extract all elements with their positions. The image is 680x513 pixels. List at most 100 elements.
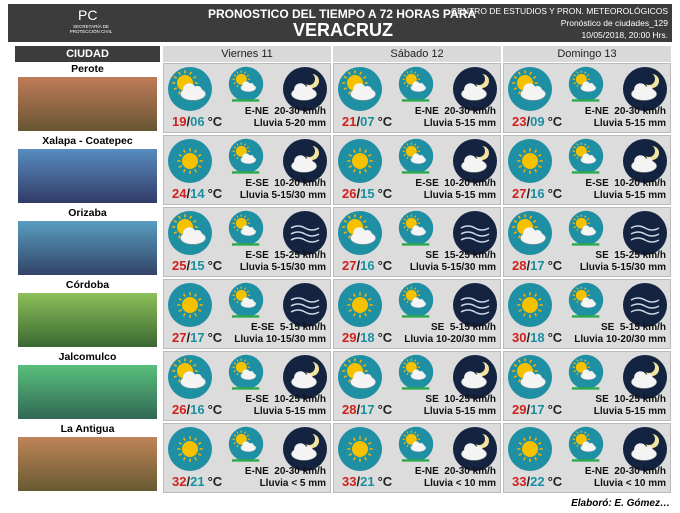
- night-icon: [453, 211, 497, 255]
- rain: Lluvia 5-15 mm: [423, 190, 496, 201]
- night-icon: [453, 139, 497, 183]
- wind-icon: [228, 66, 264, 102]
- wind: E-NE 20-30 km/h: [414, 466, 496, 477]
- city-cell: Córdoba: [15, 279, 160, 348]
- temp-unit: °C: [547, 114, 563, 129]
- temp-sep: /: [186, 402, 191, 417]
- city-cell: Xalapa - Coatepec: [15, 135, 160, 204]
- city-name: Perote: [15, 63, 160, 76]
- rain: Lluvia 5-15 mm: [593, 190, 666, 201]
- temp-sep: /: [186, 258, 191, 273]
- temp-sep: /: [356, 330, 361, 345]
- wind-icon: [398, 426, 434, 462]
- night-icon: [283, 67, 327, 111]
- temp-min: 22: [530, 474, 545, 489]
- sky-icon: [508, 67, 552, 111]
- sky-icon: [168, 283, 212, 327]
- temp-sep: /: [526, 186, 531, 201]
- temp-unit: °C: [377, 258, 393, 273]
- wind: E-NE 20-30 km/h: [414, 106, 496, 117]
- night-icon: [623, 355, 667, 399]
- sky-icon: [508, 427, 552, 471]
- wind: E-SE 10-20 km/h: [585, 178, 666, 189]
- city-cell: La Antigua: [15, 423, 160, 492]
- temperature: 32/21 °C: [172, 474, 222, 489]
- column-header: Domingo 13: [503, 46, 671, 62]
- temp-unit: °C: [207, 330, 223, 345]
- sky-icon: [338, 67, 382, 111]
- temp-min: 15: [360, 186, 375, 201]
- temp-sep: /: [526, 330, 531, 345]
- day-cell: 24/14 °C E-SE 10-20 km/h Lluvia 5-15/30 mm: [163, 135, 331, 205]
- wind: SE 10-25 km/h: [425, 394, 496, 405]
- wind: E-NE 20-30 km/h: [584, 106, 666, 117]
- rain: Lluvia 5-15/30 mm: [579, 262, 666, 273]
- wind: E-NE 20-30 km/h: [584, 466, 666, 477]
- night-icon: [623, 211, 667, 255]
- logo-sub: SECRETARÍA DE PROTECCIÓN CIVIL: [69, 24, 113, 34]
- wind-icon: [398, 66, 434, 102]
- day-cell: 27/16 °C E-SE 10-20 km/h Lluvia 5-15 mm: [503, 135, 671, 205]
- header: PC SECRETARÍA DE PROTECCIÓN CIVIL PRONOS…: [8, 4, 672, 42]
- temp-min: 17: [360, 402, 375, 417]
- rain: Lluvia 5-15 mm: [593, 406, 666, 417]
- night-icon: [453, 427, 497, 471]
- temperature: 24/14 °C: [172, 186, 222, 201]
- temperature: 27/17 °C: [172, 330, 222, 345]
- temp-unit: °C: [377, 186, 393, 201]
- city-cell: Perote: [15, 63, 160, 132]
- temp-min: 16: [190, 402, 205, 417]
- night-icon: [623, 67, 667, 111]
- temp-min: 16: [360, 258, 375, 273]
- wind: SE 5-15 km/h: [430, 322, 496, 333]
- rain: Lluvia < 10 mm: [594, 478, 666, 489]
- wind: E-SE 15-25 km/h: [245, 250, 326, 261]
- day-cell: 32/21 °C E-NE 20-30 km/h Lluvia < 5 mm: [163, 423, 331, 493]
- sky-icon: [508, 283, 552, 327]
- wind: E-NE 20-30 km/h: [244, 106, 326, 117]
- logo: PC: [78, 7, 98, 23]
- temp-min: 15: [190, 258, 205, 273]
- day-cell: 23/09 °C E-NE 20-30 km/h Lluvia 5-15 mm: [503, 63, 671, 133]
- wind-icon: [228, 138, 264, 174]
- temp-max: 26: [172, 402, 187, 417]
- temp-max: 33: [342, 474, 357, 489]
- wind: SE 10-25 km/h: [595, 394, 666, 405]
- rain: Lluvia 10-20/30 mm: [404, 334, 496, 345]
- temp-sep: /: [186, 186, 191, 201]
- temp-unit: °C: [547, 258, 563, 273]
- temp-min: 09: [530, 114, 545, 129]
- temp-unit: °C: [207, 474, 223, 489]
- city-photo: [18, 149, 157, 203]
- temp-max: 27: [172, 330, 187, 345]
- temp-max: 25: [172, 258, 187, 273]
- city-photo: [18, 365, 157, 419]
- rain: Lluvia 10-15/30 mm: [234, 334, 326, 345]
- sky-icon: [508, 139, 552, 183]
- day-cell: 33/22 °C E-NE 20-30 km/h Lluvia < 10 mm: [503, 423, 671, 493]
- wind-icon: [568, 138, 604, 174]
- city-photo: [18, 293, 157, 347]
- wind-icon: [568, 210, 604, 246]
- city-cell: Orizaba: [15, 207, 160, 276]
- temp-unit: °C: [207, 258, 223, 273]
- column-header: Viernes 11: [163, 46, 331, 62]
- temp-min: 21: [360, 474, 375, 489]
- temperature: 30/18 °C: [512, 330, 562, 345]
- day-cell: 27/16 °C SE 15-25 km/h Lluvia 5-15/30 mm: [333, 207, 501, 277]
- temperature: 27/16 °C: [512, 186, 562, 201]
- org: CENTRO DE ESTUDIOS Y PRON. METEOROLÓGICO…: [451, 6, 668, 16]
- temp-max: 29: [512, 402, 527, 417]
- rain: Lluvia 5-15 mm: [593, 118, 666, 129]
- night-icon: [453, 355, 497, 399]
- city-photo: [18, 77, 157, 131]
- temp-sep: /: [526, 474, 531, 489]
- wind-icon: [228, 210, 264, 246]
- temp-min: 07: [360, 114, 375, 129]
- temp-max: 28: [512, 258, 527, 273]
- day-cell: 27/17 °C E-SE 5-15 km/h Lluvia 10-15/30 mm: [163, 279, 331, 349]
- temp-unit: °C: [547, 186, 563, 201]
- temp-max: 29: [342, 330, 357, 345]
- rain: Lluvia < 5 mm: [259, 478, 326, 489]
- temp-unit: °C: [207, 402, 223, 417]
